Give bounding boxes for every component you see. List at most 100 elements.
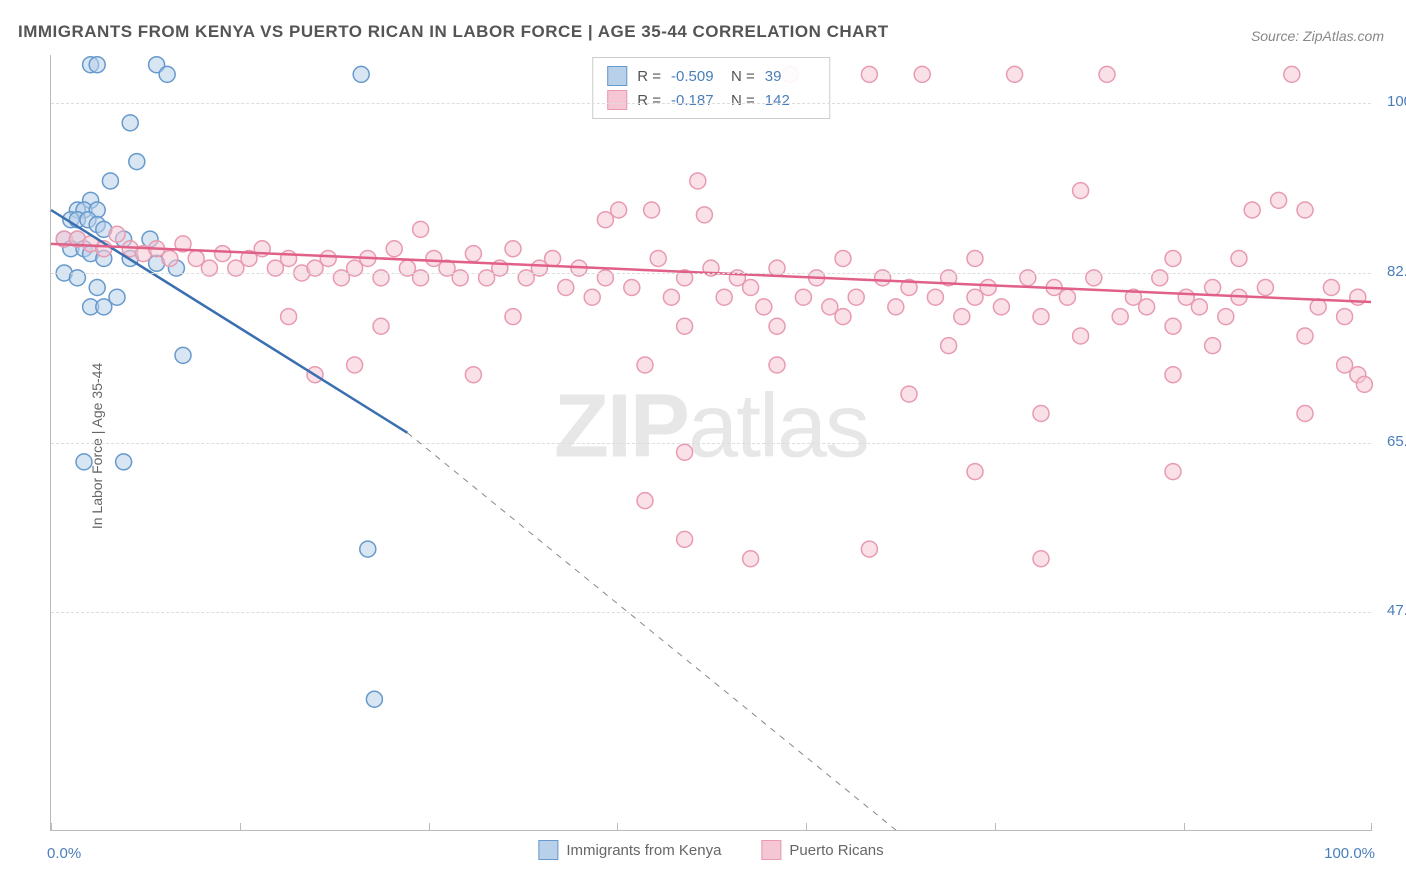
data-point (1356, 376, 1372, 392)
data-point (1165, 318, 1181, 334)
data-point (215, 246, 231, 262)
data-point (320, 250, 336, 266)
data-point (89, 57, 105, 73)
data-point (360, 541, 376, 557)
data-point (1297, 328, 1313, 344)
data-point (743, 551, 759, 567)
x-min-label: 0.0% (47, 845, 81, 862)
data-point (967, 250, 983, 266)
data-point (901, 386, 917, 402)
data-point (756, 299, 772, 315)
x-tick (1184, 823, 1185, 831)
data-point (861, 541, 877, 557)
data-point (1007, 66, 1023, 82)
data-point (1271, 192, 1287, 208)
data-point (1205, 338, 1221, 354)
legend-item: Immigrants from Kenya (538, 840, 721, 860)
data-point (696, 207, 712, 223)
data-point (677, 531, 693, 547)
data-point (637, 357, 653, 373)
data-point (545, 250, 561, 266)
data-point (1059, 289, 1075, 305)
data-point (597, 212, 613, 228)
gridline (51, 273, 1371, 274)
data-point (769, 318, 785, 334)
chart-container: IMMIGRANTS FROM KENYA VS PUERTO RICAN IN… (0, 0, 1406, 892)
data-point (116, 454, 132, 470)
data-point (1099, 66, 1115, 82)
data-point (861, 66, 877, 82)
plot-area: ZIPatlas R =-0.509N =39R =-0.187N =142 0… (50, 55, 1371, 831)
y-tick-label: 100.0% (1387, 93, 1406, 110)
data-point (980, 280, 996, 296)
gridline (51, 443, 1371, 444)
x-tick (51, 823, 52, 831)
stats-row: R =-0.509N =39 (607, 64, 815, 88)
data-point (1073, 328, 1089, 344)
data-point (1205, 280, 1221, 296)
data-point (769, 357, 785, 373)
data-point (1191, 299, 1207, 315)
x-tick (429, 823, 430, 831)
data-point (109, 226, 125, 242)
data-point (465, 246, 481, 262)
data-point (1257, 280, 1273, 296)
data-point (505, 241, 521, 257)
data-point (96, 299, 112, 315)
data-point (1139, 299, 1155, 315)
data-point (1231, 250, 1247, 266)
data-point (690, 173, 706, 189)
data-point (1244, 202, 1260, 218)
data-point (122, 115, 138, 131)
legend-bottom: Immigrants from Kenya Puerto Ricans (538, 840, 883, 860)
trend-line (51, 210, 407, 433)
data-point (413, 221, 429, 237)
data-point (1165, 464, 1181, 480)
data-point (89, 280, 105, 296)
y-tick-label: 47.5% (1387, 602, 1406, 619)
x-max-label: 100.0% (1324, 845, 1375, 862)
data-point (465, 367, 481, 383)
swatch-icon (607, 90, 627, 110)
data-point (1165, 367, 1181, 383)
data-point (366, 691, 382, 707)
stats-row: R =-0.187N =142 (607, 88, 815, 112)
stat-label-n: N = (731, 68, 755, 85)
data-point (1297, 405, 1313, 421)
data-point (373, 318, 389, 334)
data-point (347, 357, 363, 373)
legend-item: Puerto Ricans (761, 840, 883, 860)
data-point (102, 173, 118, 189)
data-point (1073, 183, 1089, 199)
data-point (1112, 309, 1128, 325)
data-point (967, 464, 983, 480)
data-point (1284, 66, 1300, 82)
y-tick-label: 82.5% (1387, 263, 1406, 280)
data-point (1337, 309, 1353, 325)
data-point (505, 309, 521, 325)
data-point (558, 280, 574, 296)
gridline (51, 103, 1371, 104)
legend-label: Puerto Ricans (789, 842, 883, 859)
stat-label-n: N = (731, 92, 755, 109)
data-point (353, 66, 369, 82)
data-point (888, 299, 904, 315)
stat-label-r: R = (637, 92, 661, 109)
data-point (637, 493, 653, 509)
data-point (795, 289, 811, 305)
data-point (76, 454, 92, 470)
stat-label-r: R = (637, 68, 661, 85)
data-point (993, 299, 1009, 315)
data-point (162, 250, 178, 266)
data-point (175, 347, 191, 363)
data-point (1297, 202, 1313, 218)
data-point (1033, 551, 1049, 567)
data-point (677, 444, 693, 460)
data-point (914, 66, 930, 82)
data-point (1033, 309, 1049, 325)
data-point (954, 309, 970, 325)
stat-value-r: -0.187 (671, 92, 721, 109)
y-tick-label: 65.0% (1387, 433, 1406, 450)
swatch-icon (538, 840, 558, 860)
data-point (835, 309, 851, 325)
